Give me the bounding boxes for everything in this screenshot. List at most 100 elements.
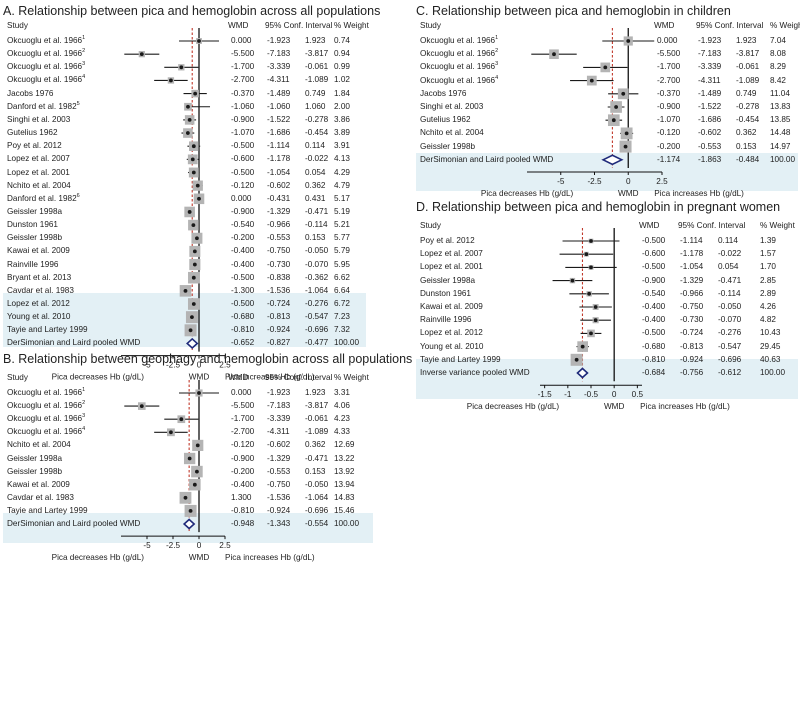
- x-tick-label: 2.5: [219, 361, 231, 370]
- point-estimate: [197, 39, 201, 43]
- weight-value: 8.29: [770, 62, 786, 72]
- ci-upper-value: -0.471: [305, 206, 329, 216]
- study-label: Geissler 1998a: [7, 206, 63, 216]
- footnote-marker: 2: [82, 400, 86, 407]
- ci-lower-value: -0.730: [267, 259, 291, 269]
- study-label: Tayie and Lartey 1999: [420, 354, 501, 364]
- point-estimate: [589, 265, 593, 270]
- ci-upper-value: -0.696: [305, 325, 329, 335]
- weight-value: 4.29: [334, 167, 350, 177]
- ci-lower-value: -1.060: [267, 101, 291, 111]
- weight-value: 8.08: [770, 49, 786, 59]
- axis-band: [3, 293, 366, 347]
- study-label: Geissler 1998a: [7, 453, 63, 463]
- wmd-value: -0.810: [231, 325, 255, 335]
- ci-lower-value: -1.686: [267, 128, 291, 138]
- ci-upper-value: 0.114: [718, 236, 738, 245]
- ci-lower-value: -1.923: [267, 388, 291, 397]
- table-row: Lopez et al. 2007 -0.600 -1.178 -0.022 1.57: [416, 247, 796, 261]
- ci-lower-value: -0.553: [267, 233, 291, 243]
- ci-lower-value: -0.827: [267, 338, 291, 348]
- wmd-value: -2.700: [657, 75, 681, 85]
- table-row: Geissler 1998a -0.900 -1.329 -0.471 5.19: [3, 205, 383, 219]
- ci-upper-value: -1.089: [305, 75, 329, 85]
- ci-upper-value: 0.362: [305, 180, 326, 190]
- ci-lower-value: -0.602: [267, 440, 291, 450]
- study-label: Okcuoglu et al. 19664: [7, 74, 86, 85]
- wmd-value: -1.700: [231, 414, 255, 424]
- ci-lower-value: -0.924: [267, 505, 291, 515]
- axis-label-right: Pica increases Hb (g/dL): [225, 373, 315, 382]
- weight-value: 15.46: [334, 505, 355, 515]
- table-row: Poy et al. 2012 -0.500 -1.114 0.114 3.91: [3, 139, 383, 153]
- study-label: Young et al. 2010: [420, 341, 484, 351]
- ci-upper-value: 0.431: [305, 193, 326, 203]
- ci-lower-value: -1.329: [680, 275, 704, 285]
- ci-upper-value: 0.362: [305, 440, 326, 450]
- study-label: Okcuoglu et al. 19661: [7, 387, 86, 397]
- column-header-ci: 95% Conf. Interval: [265, 373, 333, 382]
- ci-lower-value: -0.750: [680, 302, 704, 311]
- column-header-wmd: WMD: [654, 21, 675, 30]
- ci-upper-value: -0.471: [718, 275, 742, 285]
- ci-upper-value: -0.696: [718, 354, 742, 364]
- table-row: Singhi et al. 2003 -0.900 -1.522 -0.278 3.86: [3, 113, 383, 127]
- wmd-value: -0.900: [231, 206, 255, 216]
- ci-lower-value: -1.054: [680, 262, 704, 272]
- weight-value: 5.19: [334, 206, 350, 216]
- weight-value: 1.70: [760, 262, 776, 272]
- ci-lower-value: -1.489: [698, 88, 722, 98]
- table-row: Okcuoglu et al. 19661 0.000 -1.923 1.923 3.3…: [3, 386, 383, 400]
- study-label: Singhi et al. 2003: [420, 102, 484, 111]
- pooled-row: DerSimonian and Laird pooled WMD -0.948 -1…: [3, 517, 383, 531]
- x-tick-label: -1.5: [538, 390, 553, 399]
- ci-lower-value: -0.966: [680, 288, 704, 298]
- axis-label-center: WMD: [189, 373, 210, 382]
- ci-lower-value: -1.178: [267, 154, 291, 164]
- ci-upper-value: -1.064: [305, 285, 329, 295]
- column-header-ci: 95% Conf. Interval: [696, 21, 764, 30]
- wmd-value: -0.600: [642, 249, 666, 259]
- table-row: Gutelius 1962 -1.070 -1.686 -0.454 13.85: [416, 113, 796, 127]
- ci-upper-value: 1.923: [305, 36, 326, 45]
- ci-upper-value: -0.547: [718, 341, 742, 351]
- wmd-value: -0.200: [657, 141, 681, 151]
- wmd-value: -0.400: [231, 246, 255, 256]
- study-label: Okcuoglu et al. 19662: [7, 48, 86, 59]
- wmd-value: -0.900: [231, 114, 255, 124]
- panel-title: C. Relationship between pica and hemoglo…: [416, 4, 731, 18]
- pooled-diamond: [601, 154, 624, 166]
- column-header-ci: 95% Conf. Interval: [678, 221, 746, 230]
- study-label: Lopez et al. 2001: [7, 167, 70, 177]
- x-tick-label: -2.5: [587, 177, 602, 186]
- forest-plot: -5 -2.5 0 2.5 Pica decreases Hb (g/dL) WMD Pic…: [481, 28, 744, 198]
- ci-lower-value: -0.924: [267, 325, 291, 335]
- point-estimate: [139, 404, 144, 408]
- point-estimate: [621, 91, 626, 96]
- weight-value: 5.21: [334, 220, 350, 230]
- study-label: Okcuoglu et al. 19664: [420, 74, 499, 85]
- point-estimate: [187, 118, 192, 122]
- footnote-marker: 1: [82, 387, 86, 393]
- x-tick-label: -1: [564, 390, 572, 399]
- weight-value: 1.84: [334, 88, 350, 98]
- ci-upper-value: 0.153: [305, 233, 326, 243]
- table-row: Rainville 1996 -0.400 -0.730 -0.070 4.82: [416, 313, 796, 327]
- ci-upper-value: 1.923: [736, 36, 757, 45]
- ci-upper-value: 0.749: [736, 88, 757, 98]
- point-estimate: [589, 78, 594, 83]
- wmd-value: -1.060: [231, 101, 255, 111]
- table-row: Kawai et al. 2009 -0.400 -0.750 -0.050 4.26: [416, 300, 796, 314]
- column-header-weight: % Weight: [334, 373, 369, 382]
- study-label: Nchito et al. 2004: [420, 128, 484, 138]
- weight-value: 2.00: [334, 101, 350, 111]
- wmd-value: -0.500: [231, 272, 255, 282]
- table-row: Okcuoglu et al. 19662 -5.500 -7.183 -3.817 0…: [3, 47, 383, 61]
- study-label: Okcuoglu et al. 19663: [420, 61, 499, 72]
- point-estimate: [626, 39, 631, 43]
- table-row: Geissler 1998a -0.900 -1.329 -0.471 2.85: [416, 274, 796, 288]
- ci-lower-value: -3.339: [698, 62, 722, 72]
- ci-lower-value: -0.602: [267, 180, 291, 190]
- ci-lower-value: -4.311: [698, 75, 721, 85]
- weight-value: 8.42: [770, 75, 786, 85]
